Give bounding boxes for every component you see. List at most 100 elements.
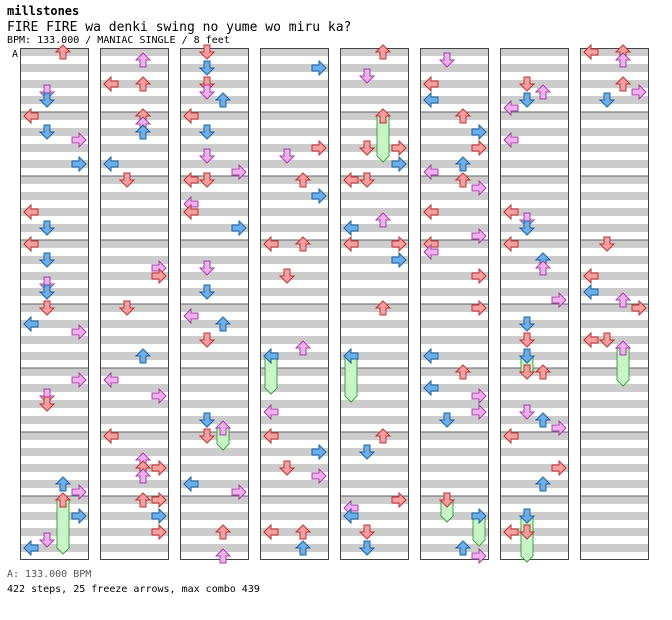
beat-stripe [420,192,489,200]
beat-stripe [340,224,409,232]
right-arrow [391,235,407,253]
beat-stripe [20,352,89,360]
up-arrow [374,300,392,316]
beat-stripe [340,192,409,200]
down-arrow [38,532,56,548]
right-arrow [391,251,407,269]
down-arrow [38,220,56,236]
right-arrow [471,227,487,245]
beat-stripe [100,448,169,456]
left-arrow [423,91,439,109]
beat-stripe [420,480,489,488]
right-arrow [71,323,87,341]
right-arrow [471,387,487,405]
beat-stripe [420,448,489,456]
beat-stripe [500,240,569,248]
beat-stripe [100,96,169,104]
beat-stripe [420,80,489,88]
beat-stripe [420,320,489,328]
beat-stripe [500,128,569,136]
beat-stripe [500,112,569,120]
down-arrow [38,92,56,108]
down-arrow [118,300,136,316]
down-arrow [518,404,536,420]
beat-stripe [260,112,329,120]
beat-stripe [420,512,489,520]
beat-stripe [500,400,569,408]
beat-stripe [260,304,329,312]
beat-stripe [20,64,89,72]
beat-stripe [340,336,409,344]
beat-stripe [260,256,329,264]
up-arrow [294,340,312,356]
beat-stripe [260,48,329,56]
beat-stripe [260,400,329,408]
beat-stripe [500,64,569,72]
beat-stripe [580,432,649,440]
beat-stripe [420,544,489,552]
down-arrow [358,524,376,540]
beat-stripe [20,144,89,152]
right-arrow [71,155,87,173]
bpm-legend: A: 133.000 BPM [7,569,92,580]
right-arrow [471,507,487,525]
beat-stripe [420,432,489,440]
down-arrow [278,148,296,164]
down-arrow [598,236,616,252]
down-arrow [598,332,616,348]
beat-stripe [500,192,569,200]
beat-stripe [100,48,169,56]
beat-stripe [180,528,249,536]
beat-stripe [180,208,249,216]
up-arrow [134,76,152,92]
beat-stripe [420,224,489,232]
beat-stripe [260,336,329,344]
beat-stripe [100,224,169,232]
beat-stripe [20,112,89,120]
right-arrow [631,299,647,317]
beat-stripe [580,368,649,376]
beat-stripe [500,384,569,392]
beat-stripe [580,512,649,520]
down-arrow [38,284,56,300]
beat-stripe [340,432,409,440]
beat-stripe [420,368,489,376]
right-arrow [151,507,167,525]
down-arrow [118,172,136,188]
beat-stripe [100,432,169,440]
right-arrow [71,371,87,389]
arrow-layer [23,43,647,565]
beat-stripe [260,224,329,232]
right-arrow [231,219,247,237]
left-arrow [343,171,359,189]
up-arrow [294,524,312,540]
beat-stripe [180,384,249,392]
beat-stripe [20,240,89,248]
beat-stripe [260,128,329,136]
beat-stripe [580,48,649,56]
left-arrow [263,235,279,253]
beat-stripe [340,96,409,104]
left-arrow [103,155,119,173]
left-arrow [263,347,279,365]
right-arrow [551,459,567,477]
beat-stripe [100,288,169,296]
chart-meta: BPM: 133.000 / MANIAC SINGLE / 8 feet [7,35,230,46]
left-arrow [23,203,39,221]
beat-stripe [20,80,89,88]
beat-stripe [100,336,169,344]
beat-stripe [500,256,569,264]
beat-stripe [580,176,649,184]
chart-background [20,48,649,560]
song-artist: millstones [7,4,80,18]
up-arrow [294,172,312,188]
beat-stripe [180,160,249,168]
beat-stripe [100,512,169,520]
left-arrow [103,371,119,389]
down-arrow [358,444,376,460]
beat-stripe [260,192,329,200]
down-arrow [518,220,536,236]
beat-stripe [500,544,569,552]
down-arrow [198,148,216,164]
beat-stripe [340,48,409,56]
